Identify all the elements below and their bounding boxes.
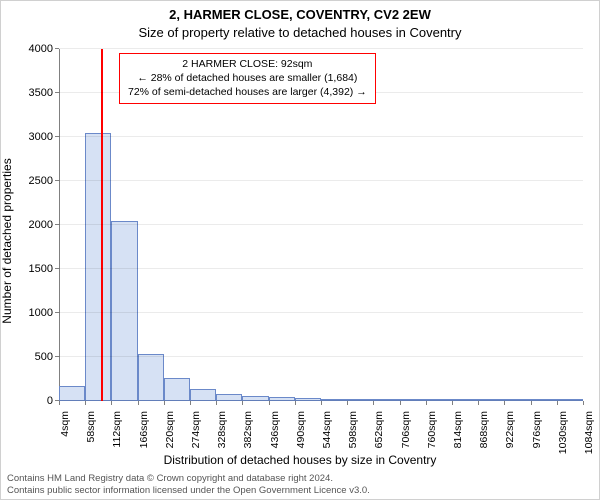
x-tick-mark <box>426 401 427 405</box>
x-tick-label: 112sqm <box>111 407 123 448</box>
gridline <box>59 136 583 137</box>
x-tick-mark <box>504 401 505 405</box>
gridline <box>59 268 583 269</box>
annotation-line: ← 28% of detached houses are smaller (1,… <box>128 71 367 85</box>
x-tick-label: 868sqm <box>478 407 490 448</box>
x-tick-mark <box>111 401 112 405</box>
y-tick-mark <box>55 136 59 137</box>
chart-container: 2, HARMER CLOSE, COVENTRY, CV2 2EW Size … <box>0 0 600 500</box>
x-tick-label: 706sqm <box>400 407 412 448</box>
y-tick-label: 1500 <box>29 263 59 275</box>
x-tick-mark <box>85 401 86 405</box>
x-tick-label: 976sqm <box>531 407 543 448</box>
footer-line-2: Contains public sector information licen… <box>7 485 593 497</box>
histogram-bar <box>111 221 137 401</box>
x-tick-mark <box>347 401 348 405</box>
x-tick-mark <box>452 401 453 405</box>
histogram-bar <box>164 378 190 401</box>
x-tick-mark <box>164 401 165 405</box>
x-tick-mark <box>583 401 584 405</box>
x-tick-mark <box>216 401 217 405</box>
x-tick-mark <box>557 401 558 405</box>
x-tick-mark <box>138 401 139 405</box>
y-axis-label: Number of detached properties <box>0 76 14 241</box>
y-tick-label: 1000 <box>29 307 59 319</box>
gridline <box>59 356 583 357</box>
x-tick-label: 274sqm <box>190 407 202 448</box>
plot-area: 050010001500200025003000350040004sqm58sq… <box>59 49 583 401</box>
gridline <box>59 180 583 181</box>
y-tick-label: 2000 <box>29 219 59 231</box>
y-tick-mark <box>55 180 59 181</box>
chart-title: 2, HARMER CLOSE, COVENTRY, CV2 2EW <box>1 7 599 22</box>
x-tick-mark <box>400 401 401 405</box>
x-tick-mark <box>478 401 479 405</box>
x-tick-label: 220sqm <box>164 407 176 448</box>
x-tick-label: 922sqm <box>504 407 516 448</box>
y-tick-mark <box>55 48 59 49</box>
y-tick-mark <box>55 268 59 269</box>
x-tick-label: 436sqm <box>269 407 281 448</box>
x-tick-label: 652sqm <box>373 407 385 448</box>
y-tick-mark <box>55 92 59 93</box>
annotation-line: 2 HARMER CLOSE: 92sqm <box>128 57 367 71</box>
x-tick-label: 166sqm <box>138 407 150 448</box>
histogram-bar <box>138 354 164 401</box>
x-tick-label: 760sqm <box>426 407 438 448</box>
chart-subtitle: Size of property relative to detached ho… <box>1 25 599 40</box>
gridline <box>59 312 583 313</box>
gridline <box>59 48 583 49</box>
histogram-bar <box>85 133 111 401</box>
y-tick-mark <box>55 356 59 357</box>
annotation-box: 2 HARMER CLOSE: 92sqm← 28% of detached h… <box>119 53 376 104</box>
footer-line-1: Contains HM Land Registry data © Crown c… <box>7 473 593 485</box>
x-tick-mark <box>190 401 191 405</box>
x-tick-label: 58sqm <box>85 407 97 443</box>
x-axis-label: Distribution of detached houses by size … <box>1 453 599 467</box>
y-tick-label: 4000 <box>29 43 59 55</box>
x-tick-mark <box>531 401 532 405</box>
x-tick-label: 4sqm <box>59 407 71 437</box>
x-tick-mark <box>59 401 60 405</box>
gridline <box>59 224 583 225</box>
x-tick-label: 1030sqm <box>557 407 569 454</box>
x-tick-label: 328sqm <box>216 407 228 448</box>
x-tick-mark <box>269 401 270 405</box>
annotation-line: 72% of semi-detached houses are larger (… <box>128 85 367 99</box>
y-tick-mark <box>55 224 59 225</box>
y-tick-label: 0 <box>47 395 59 407</box>
x-tick-label: 490sqm <box>295 407 307 448</box>
x-tick-mark <box>373 401 374 405</box>
y-tick-mark <box>55 312 59 313</box>
x-tick-mark <box>295 401 296 405</box>
x-tick-label: 544sqm <box>321 407 333 448</box>
y-tick-label: 3500 <box>29 87 59 99</box>
y-tick-label: 3000 <box>29 131 59 143</box>
x-tick-mark <box>242 401 243 405</box>
x-tick-label: 814sqm <box>452 407 464 448</box>
x-tick-label: 382sqm <box>242 407 254 448</box>
x-tick-mark <box>321 401 322 405</box>
y-tick-label: 500 <box>35 351 59 363</box>
y-tick-label: 2500 <box>29 175 59 187</box>
histogram-bar <box>59 386 85 401</box>
x-tick-label: 598sqm <box>347 407 359 448</box>
footer-attribution: Contains HM Land Registry data © Crown c… <box>1 473 599 497</box>
property-marker-line <box>101 49 103 401</box>
x-tick-label: 1084sqm <box>583 407 595 454</box>
